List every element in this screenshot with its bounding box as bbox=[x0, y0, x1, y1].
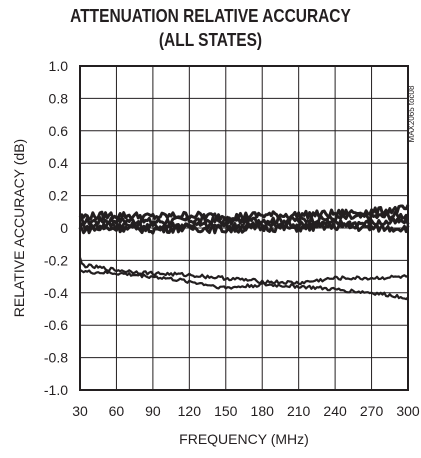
y-tick-label: -0.8 bbox=[44, 350, 68, 366]
x-tick-label: 270 bbox=[360, 403, 384, 419]
y-tick-label: 0.2 bbox=[49, 188, 69, 204]
y-tick-label: -0.4 bbox=[44, 285, 68, 301]
x-tick-label: 240 bbox=[323, 403, 347, 419]
y-tick-label: 0.6 bbox=[49, 123, 69, 139]
x-tick-label: 60 bbox=[109, 403, 125, 419]
x-tick-label: 300 bbox=[396, 403, 420, 419]
series-line bbox=[78, 257, 409, 286]
y-tick-label: -0.6 bbox=[44, 317, 68, 333]
y-tick-label: -0.2 bbox=[44, 252, 68, 268]
y-tick-label: 0.4 bbox=[49, 155, 69, 171]
y-tick-label: 0.8 bbox=[49, 90, 69, 106]
x-axis-label: FREQUENCY (MHz) bbox=[179, 431, 309, 447]
series-line bbox=[79, 222, 410, 235]
y-tick-label: 1.0 bbox=[49, 58, 69, 74]
series-group bbox=[78, 204, 410, 301]
y-tick-label: 0 bbox=[60, 220, 68, 236]
x-tick-labels: 30 60 90 120 150 180 210 240 270 300 bbox=[72, 403, 420, 419]
chart-title: ATTENUATION RELATIVE ACCURACY bbox=[70, 6, 351, 26]
series-line bbox=[78, 204, 410, 222]
series-line bbox=[79, 269, 409, 301]
x-tick-label: 90 bbox=[145, 403, 161, 419]
x-tick-label: 180 bbox=[251, 403, 275, 419]
x-tick-label: 30 bbox=[72, 403, 88, 419]
plot-frame bbox=[79, 65, 409, 391]
y-tick-label: -1.0 bbox=[44, 382, 68, 398]
x-tick-label: 120 bbox=[178, 403, 202, 419]
y-axis-label: RELATIVE ACCURACY (dB) bbox=[11, 139, 27, 317]
y-tick-labels: 1.0 0.8 0.6 0.4 0.2 0 -0.2 -0.4 -0.6 -0.8 -1.0 bbox=[44, 58, 68, 398]
chart-subtitle: (ALL STATES) bbox=[158, 30, 263, 50]
x-tick-label: 150 bbox=[214, 403, 238, 419]
figure-code: MAX2065 toc08 bbox=[407, 85, 416, 142]
x-tick-label: 210 bbox=[287, 403, 311, 419]
